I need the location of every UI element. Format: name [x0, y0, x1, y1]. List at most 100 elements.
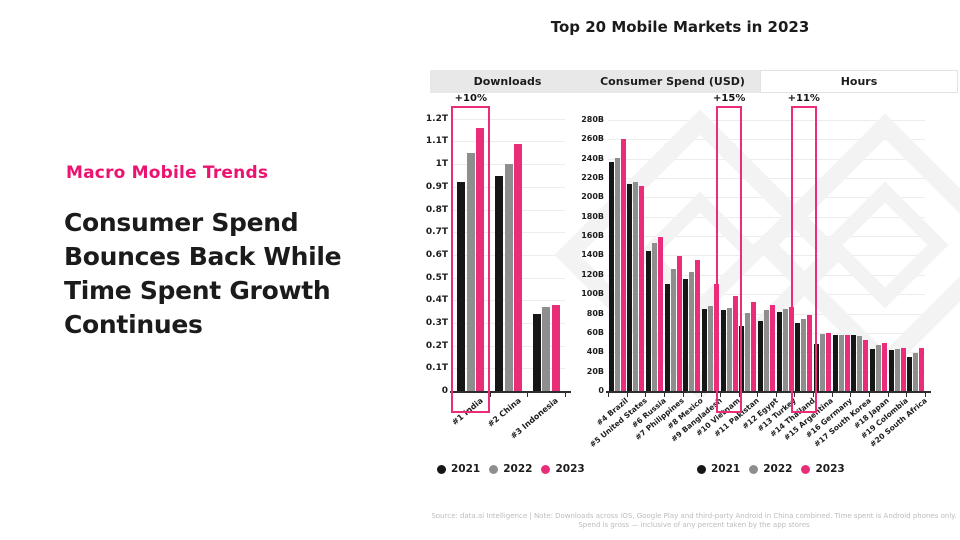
- bar-2022: [782, 309, 788, 391]
- x-axis: [606, 391, 931, 393]
- bar-2023: [639, 186, 645, 391]
- legend-dot-icon: [749, 464, 759, 474]
- legend-left: 2021 2022 2023: [437, 463, 585, 475]
- source-line: Spend is gross — inclusive of any percen…: [578, 521, 810, 529]
- y-tick-label: 0: [441, 386, 448, 396]
- y-tick-label: 160B: [581, 231, 604, 240]
- bar-2023: [676, 256, 682, 391]
- legend-label: 2022: [763, 463, 793, 475]
- y-tick-label: 200B: [581, 192, 604, 202]
- bar-2022: [894, 349, 900, 391]
- y-tick-label: 0.4T: [425, 295, 448, 306]
- headline-line: Continues: [64, 310, 203, 339]
- legend-item-2022: 2022: [749, 463, 792, 475]
- legend-item-2022: 2022: [489, 463, 532, 475]
- y-tick-label: 240B: [581, 153, 604, 163]
- x-axis-tick: [757, 393, 759, 397]
- bar-2021: [758, 321, 763, 391]
- gridline: [608, 255, 925, 257]
- y-tick-label: 280B: [581, 114, 604, 124]
- y-tick-label: 0.8T: [425, 204, 448, 215]
- x-axis-tick: [663, 393, 665, 397]
- bar-2023: [658, 237, 664, 391]
- y-tick-label: 0.1T: [425, 363, 448, 374]
- bar-2021: [702, 309, 708, 391]
- bar-2022: [726, 308, 732, 391]
- gridline: [608, 216, 925, 218]
- bar-2023: [732, 296, 738, 391]
- x-axis-tick: [719, 393, 721, 397]
- bar-2021: [683, 279, 689, 391]
- x-axis-tick: [850, 393, 852, 397]
- highlight-rect: [716, 106, 743, 413]
- x-axis-tick: [626, 393, 628, 397]
- bar-2021: [776, 312, 782, 391]
- bar-2022: [504, 164, 513, 391]
- eyebrow-label: Macro Mobile Trends: [66, 163, 269, 183]
- x-axis-tick: [682, 393, 684, 397]
- legend-item-2023: 2023: [801, 463, 845, 475]
- y-tick-label: 0.2T: [425, 340, 448, 351]
- bar-2022: [875, 345, 881, 391]
- bar-2022: [857, 336, 863, 391]
- gridline: [452, 141, 565, 143]
- legend-dot-icon: [437, 464, 446, 474]
- y-tick-label: 260B: [581, 134, 604, 144]
- tab-consumer-spend[interactable]: Consumer Spend (USD): [585, 70, 760, 93]
- y-tick-label: 1T: [435, 159, 448, 170]
- bar-2022: [764, 310, 769, 391]
- growth-label: +15%: [713, 93, 746, 104]
- gridline: [608, 139, 925, 141]
- y-tick-label: 0.9T: [425, 181, 448, 192]
- bar-2023: [514, 144, 522, 391]
- y-tick-label: 80B: [586, 308, 604, 318]
- tab-hours[interactable]: Hours: [760, 70, 958, 93]
- x-axis-tick: [925, 393, 926, 397]
- bar-2021: [795, 323, 801, 391]
- bar-2022: [670, 269, 676, 391]
- source-note: Source: data.ai Intelligence | Note: Dow…: [424, 512, 960, 530]
- bar-2022: [466, 153, 475, 391]
- gridline: [608, 158, 925, 160]
- legend-dot-icon: [697, 464, 706, 474]
- bar-2022: [708, 306, 714, 391]
- legend-item-2023: 2023: [541, 463, 585, 475]
- legend-dot-icon: [801, 464, 811, 474]
- bar-2022: [614, 158, 620, 391]
- bar-2023: [881, 343, 887, 391]
- bar-2023: [620, 139, 626, 391]
- headline-line: Time Spent Growth: [64, 276, 331, 305]
- x-axis-tick: [738, 393, 740, 397]
- bar-2022: [838, 335, 844, 391]
- growth-label: +11%: [787, 93, 820, 104]
- metric-tab-bar: Downloads Consumer Spend (USD) Hours: [430, 70, 958, 93]
- gridline: [608, 294, 925, 296]
- bar-2023: [919, 348, 925, 391]
- tab-downloads[interactable]: Downloads: [430, 70, 585, 93]
- y-tick-label: 140B: [581, 250, 604, 260]
- y-tick-label: 60B: [586, 327, 604, 337]
- legend-dot-icon: [489, 464, 499, 474]
- y-tick-label: 180B: [581, 211, 604, 221]
- y-tick-label: 120B: [581, 269, 604, 279]
- bar-2021: [720, 310, 726, 391]
- x-axis-tick: [608, 393, 609, 397]
- headline: Consumer Spend Bounces Back While Time S…: [64, 206, 394, 342]
- headline-line: Bounces Back While: [64, 242, 342, 271]
- legend-label: 2021: [711, 463, 741, 475]
- bar-2023: [844, 335, 850, 391]
- bar-2022: [633, 182, 639, 391]
- bar-2021: [888, 350, 894, 391]
- x-axis-tick: [565, 393, 566, 397]
- bar-2021: [627, 184, 633, 391]
- y-tick-label: 1.1T: [425, 136, 448, 147]
- x-tick-label: #3 Indonesia: [508, 396, 560, 441]
- bar-2022: [652, 243, 658, 391]
- bar-2021: [646, 251, 652, 391]
- source-line: Source: data.ai Intelligence | Note: Dow…: [431, 512, 957, 520]
- legend-label: 2023: [555, 463, 585, 475]
- chart-title: Top 20 Mobile Markets in 2023: [550, 18, 810, 36]
- y-tick-label: 100B: [581, 289, 604, 299]
- highlight-rect: [790, 106, 817, 413]
